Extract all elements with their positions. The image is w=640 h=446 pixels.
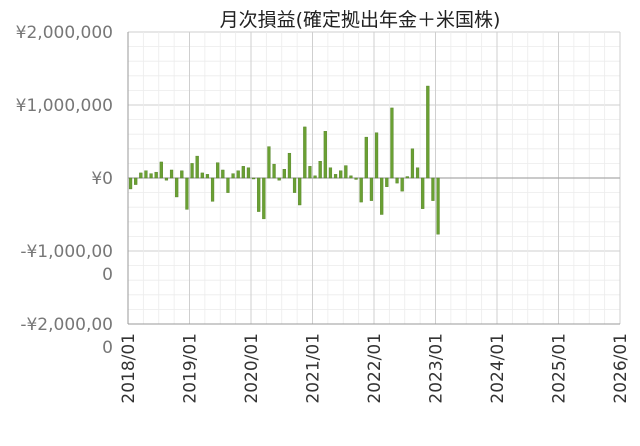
bar <box>221 169 225 179</box>
bar <box>277 177 281 181</box>
x-tick-label: 2020/01 <box>242 333 262 404</box>
bar <box>154 171 158 179</box>
bar <box>159 161 163 179</box>
y-tick-label: ¥2,000,000 <box>16 23 113 43</box>
bar <box>364 136 368 179</box>
x-tick-label: 2018/01 <box>119 333 139 404</box>
bar <box>169 169 174 179</box>
chart-title: 月次損益(確定拠出年金＋米国株) <box>220 9 501 31</box>
x-tick-label: 2023/01 <box>427 333 447 404</box>
axes <box>127 32 620 325</box>
bar <box>436 177 440 235</box>
bar <box>415 167 420 179</box>
bar <box>257 177 261 212</box>
bar <box>236 170 240 179</box>
bar <box>200 172 204 179</box>
bar <box>231 173 235 179</box>
bar <box>262 177 266 220</box>
bars <box>128 85 440 235</box>
bar <box>380 177 384 215</box>
bar <box>272 163 276 179</box>
bar <box>308 166 312 179</box>
bar <box>134 177 138 185</box>
bar <box>287 152 292 179</box>
y-tick-label: -¥2,000,00 0 <box>20 315 113 358</box>
x-tick-label: 2021/01 <box>304 333 324 404</box>
x-tick-label: 2019/01 <box>181 333 201 404</box>
bar <box>164 177 169 181</box>
bar <box>303 126 307 179</box>
bar <box>175 177 179 198</box>
bar <box>339 170 343 179</box>
bar <box>405 176 409 179</box>
bar <box>328 167 333 179</box>
y-tick-label: -¥1,000,00 0 <box>20 242 113 285</box>
bar <box>190 163 194 179</box>
bar <box>349 175 353 179</box>
x-tick-labels: 2018/01 2019/01 2020/01 2021/01 2022/01 2023/… <box>119 333 631 404</box>
bar <box>359 177 363 203</box>
bar <box>385 177 389 187</box>
bar <box>139 172 143 179</box>
x-tick-label: 2022/01 <box>365 333 385 404</box>
bar <box>400 177 404 192</box>
x-tick-label: 2025/01 <box>550 333 570 404</box>
bar <box>298 177 302 206</box>
bar <box>205 174 210 179</box>
bar <box>282 169 286 179</box>
bar <box>410 148 415 179</box>
bar <box>226 177 230 193</box>
bar <box>323 131 327 179</box>
bar <box>149 173 153 179</box>
x-tick-label: 2026/01 <box>611 333 631 404</box>
bar <box>431 177 435 201</box>
bar <box>354 177 358 180</box>
bar <box>128 177 133 190</box>
bar <box>313 175 317 179</box>
bar <box>246 167 251 179</box>
bar <box>333 174 338 179</box>
y-tick-label: ¥0 <box>91 169 113 189</box>
bar <box>395 177 399 184</box>
bar <box>180 170 184 179</box>
bar <box>292 177 297 193</box>
bar <box>390 107 394 179</box>
bar <box>369 177 374 201</box>
bar <box>318 161 322 179</box>
bar <box>241 166 245 179</box>
bar <box>374 132 379 179</box>
bar <box>195 155 199 179</box>
bar <box>216 162 220 179</box>
bar <box>267 146 271 179</box>
bar <box>144 170 148 179</box>
y-tick-label: ¥1,000,000 <box>16 96 113 116</box>
bar <box>426 85 430 179</box>
bar <box>185 177 189 210</box>
y-tick-labels: ¥2,000,000 ¥1,000,000 ¥0 -¥1,000,00 0 -¥2,000… <box>16 23 113 358</box>
bar <box>251 177 256 180</box>
bar <box>421 177 425 209</box>
x-tick-label: 2024/01 <box>488 333 508 404</box>
bar <box>210 177 215 202</box>
bar <box>344 165 348 179</box>
